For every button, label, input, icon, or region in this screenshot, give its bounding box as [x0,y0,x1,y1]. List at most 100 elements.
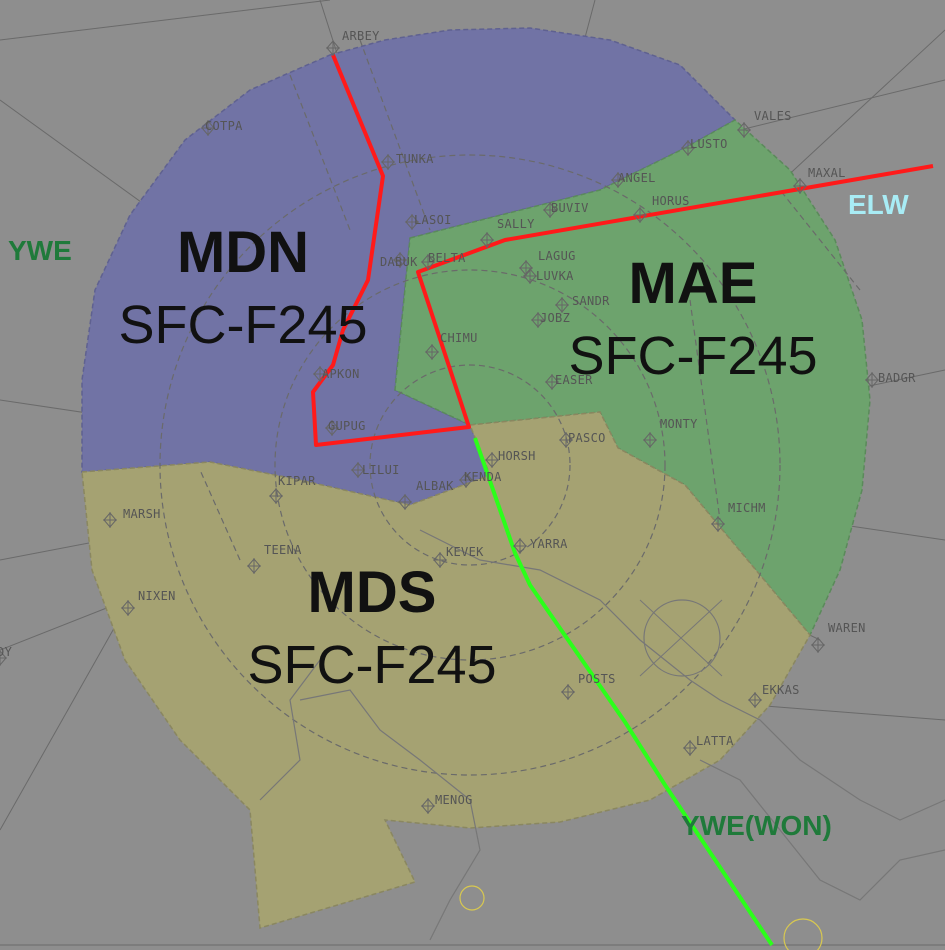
fix-label: HORSH [498,449,536,463]
fix-marker [398,494,412,510]
fix-label: LUVKA [536,269,574,283]
fix-label: KEVEK [446,545,484,559]
fix-label: ALBAK [416,479,454,493]
fix-label: SANDR [572,294,610,308]
fix-kenda: KENDA [459,470,502,488]
fix-label: DABUK [380,255,418,269]
fix-label: COTPA [205,119,243,133]
fix-label: KENDA [464,470,502,484]
airport-symbol [639,599,723,677]
fix-label: MAXAL [808,166,846,180]
fix-marker [683,740,697,756]
fix-marker [421,798,435,814]
fix-label: SALLY [497,217,535,231]
neighbor-ywe-label: YWE [8,235,72,266]
fix-marker [543,202,557,218]
fix-marker [523,268,537,284]
sector-mdn-altitudes: SFC-F245 [118,295,367,355]
fix-label: LASOI [414,213,452,227]
fix-jobz: JOBZ [531,311,570,328]
fix-belta: BELTA [421,251,466,270]
fix-marker [121,600,135,616]
fix-label: INDY [0,645,13,659]
fix-marker [247,558,261,574]
fix-marker [393,252,407,268]
fix-luvka: LUVKA [523,268,574,284]
fix-albak: ALBAK [398,479,454,510]
fix-tunka: TUNKA [381,152,434,170]
fix-label: MONTY [660,417,698,431]
neighbor-elw-label: ELW [848,189,909,220]
fix-cotpa: COTPA [201,119,243,136]
neighbor-ywe-won-label: YWE(WON) [681,810,832,841]
fix-layer: ARBEY COTPA TUNKA LASOI DABUK BELTA SALLY BUVIV… [0,29,916,814]
fix-marker [811,637,825,653]
fix-label: MICHM [728,501,766,515]
fix-marker [313,366,327,382]
fix-marker [633,207,647,223]
fix-angel: ANGEL [611,171,656,188]
fix-marker [711,516,725,532]
airport-circle-1 [459,885,485,911]
fix-easer: EASER [545,373,593,390]
fix-label: LILUI [362,463,400,477]
sector-mds-name: MDS [308,560,437,625]
fix-marker [737,122,751,138]
fix-waren: WAREN [811,621,866,653]
fix-label: PASCO [568,431,606,445]
fix-label: BADGR [878,371,916,385]
fix-marker [611,172,625,188]
fix-lasoi: LASOI [405,213,452,230]
fix-label: WAREN [828,621,866,635]
fix-pasco: PASCO [559,431,606,448]
fix-label: CHIMU [440,331,478,345]
fix-marker [381,154,395,170]
fix-label: LAGUG [538,249,576,263]
fix-lusto: LUSTO [681,137,727,156]
fix-marker [351,462,365,478]
fix-ekkas: EKKAS [748,683,800,708]
fix-marker [433,552,447,568]
fix-label: LATTA [696,734,734,748]
fix-label: TEENA [264,543,302,557]
fix-label: MENOG [435,793,473,807]
boundary-red [311,54,934,447]
fix-label: JOBZ [540,311,570,325]
fix-arbey: ARBEY [326,29,380,56]
fix-label: ANGEL [618,171,656,185]
fix-label: APKON [322,367,360,381]
fix-marker [793,178,807,194]
fix-label: KIPAR [278,474,316,488]
fix-marker [405,214,419,230]
fix-apkon: APKON [313,366,360,382]
fix-marker [748,692,762,708]
fix-marker [421,254,435,270]
fix-badgr: BADGR [865,371,916,388]
range-rings [159,39,861,776]
fix-indy: INDY [0,645,13,666]
fix-chimu: CHIMU [425,331,478,360]
fix-menog: MENOG [421,793,473,814]
fix-marker [201,120,215,136]
fix-marker [0,650,7,666]
fix-marker [643,432,657,448]
fix-label: YARRA [530,537,568,551]
fix-marker [531,312,545,328]
fix-kevek: KEVEK [433,545,484,568]
fix-marker [513,538,527,554]
airport-circle-2 [783,918,823,950]
fix-yarra: YARRA [513,537,568,554]
fix-lilui: LILUI [351,462,400,478]
fix-marker [326,40,340,56]
fix-marker [559,432,573,448]
sector-mae-area [394,119,871,637]
fix-marker [681,140,695,156]
fix-marker [459,472,473,488]
fix-horus: HORUS [633,194,689,223]
sector-mds-altitudes: SFC-F245 [247,635,496,695]
fix-horsh: HORSH [485,449,536,468]
fix-marsh: MARSH [103,507,160,528]
fix-label: EKKAS [762,683,800,697]
sector-mdn-name: MDN [177,220,309,285]
